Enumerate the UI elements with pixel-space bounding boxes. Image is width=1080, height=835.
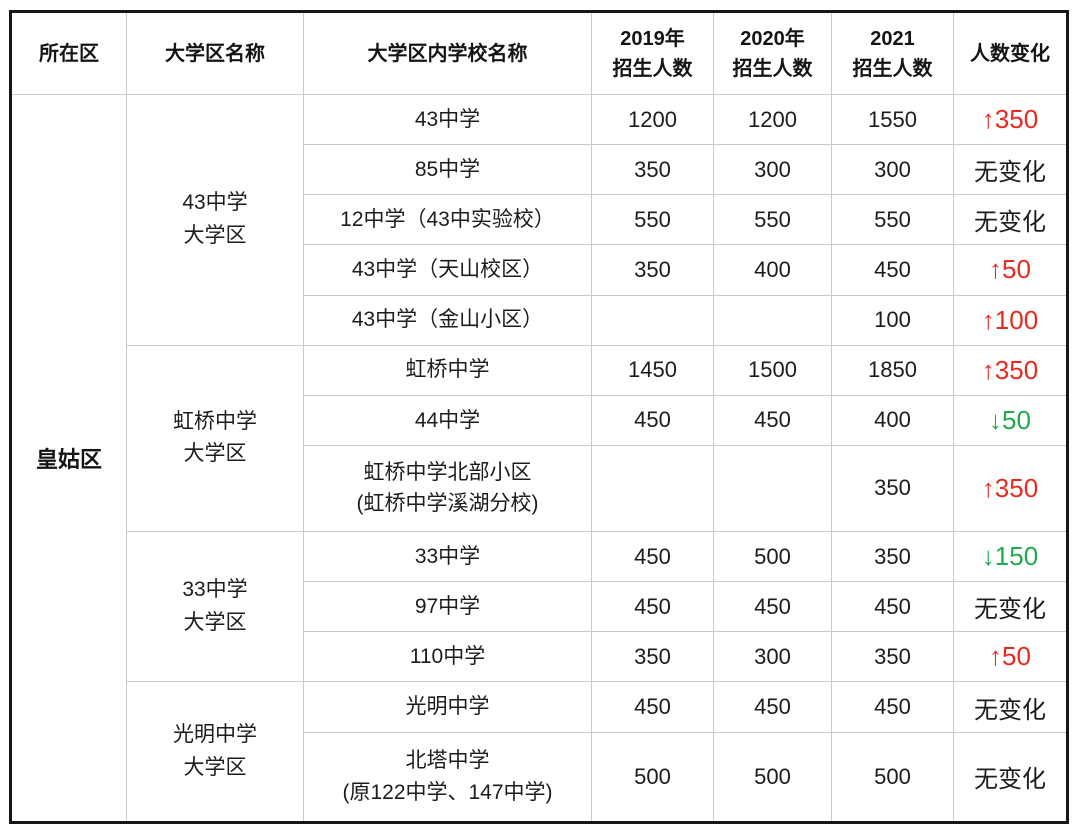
enrollment-2019-cell: 1200 xyxy=(591,93,714,146)
enrollment-2020-cell: 550 xyxy=(713,194,832,246)
change-cell: 无变化 xyxy=(953,731,1068,824)
enrollment-2020-cell: 450 xyxy=(713,681,832,733)
enrollment-2021-cell: 550 xyxy=(831,194,954,246)
change-cell: ↑100 xyxy=(953,294,1068,346)
school-cell: 12中学（43中实验校） xyxy=(303,194,592,246)
group-cell-43: 43中学 大学区 xyxy=(126,94,304,346)
header-2021: 2021 招生人数 xyxy=(831,11,954,95)
enrollment-2020-cell xyxy=(713,444,832,533)
school-cell: 97中学 xyxy=(303,581,592,633)
enrollment-2020-cell: 300 xyxy=(713,631,832,683)
header-change: 人数变化 xyxy=(953,11,1068,95)
enrollment-2019-cell: 500 xyxy=(591,731,714,824)
school-cell: 虹桥中学 xyxy=(303,344,592,396)
enrollment-2021-cell: 450 xyxy=(831,681,954,733)
header-district: 所在区 xyxy=(10,11,127,95)
enrollment-2021-cell: 300 xyxy=(831,144,954,196)
enrollment-2020-cell: 1500 xyxy=(713,344,832,396)
school-cell: 43中学 xyxy=(303,93,592,146)
school-cell: 光明中学 xyxy=(303,681,592,733)
enrollment-2021-cell: 450 xyxy=(831,581,954,633)
change-cell: ↑50 xyxy=(953,631,1068,683)
school-cell: 110中学 xyxy=(303,631,592,683)
enrollment-2021-cell: 450 xyxy=(831,244,954,296)
change-cell: ↑350 xyxy=(953,93,1068,146)
group-cell-guangming: 光明中学 大学区 xyxy=(126,681,304,823)
enrollment-2020-cell: 300 xyxy=(713,144,832,196)
enrollment-2021-cell: 500 xyxy=(831,731,954,824)
school-cell: 44中学 xyxy=(303,394,592,446)
change-cell: ↓150 xyxy=(953,531,1068,583)
header-group: 大学区名称 xyxy=(126,11,304,95)
change-cell: 无变化 xyxy=(953,194,1068,246)
table-row: 光明中学 大学区 光明中学 450 450 450 无变化 xyxy=(11,681,1068,823)
school-cell: 43中学（天山校区） xyxy=(303,244,592,296)
enrollment-2019-cell: 450 xyxy=(591,581,714,633)
change-cell: ↓50 xyxy=(953,394,1068,446)
school-cell: 北塔中学 (原122中学、147中学) xyxy=(303,731,592,824)
enrollment-2021-cell: 100 xyxy=(831,294,954,346)
table-row: 43中学（金山小区） 100 ↑100 xyxy=(11,294,1068,346)
school-cell: 85中学 xyxy=(303,144,592,196)
group-cell-33: 33中学 大学区 xyxy=(126,531,304,683)
table-row: 85中学 350 300 300 无变化 xyxy=(11,144,1068,196)
enrollment-2021-cell: 1550 xyxy=(831,93,954,146)
change-cell: ↑50 xyxy=(953,244,1068,296)
change-cell: 无变化 xyxy=(953,681,1068,733)
enrollment-2021-cell: 350 xyxy=(831,531,954,583)
enrollment-2021-cell: 400 xyxy=(831,394,954,446)
enrollment-2020-cell: 500 xyxy=(713,731,832,824)
enrollment-2019-cell: 450 xyxy=(591,681,714,733)
enrollment-2020-cell xyxy=(713,294,832,346)
change-cell: 无变化 xyxy=(953,144,1068,196)
enrollment-table: 所在区 大学区名称 大学区内学校名称 2019年 招生人数 2020年 招生人数… xyxy=(9,10,1069,824)
change-cell: 无变化 xyxy=(953,581,1068,633)
table-row: 虹桥中学北部小区 (虹桥中学溪湖分校) 350 ↑350 xyxy=(11,444,1068,533)
enrollment-2020-cell: 1200 xyxy=(713,93,832,146)
table-row: 皇姑区 43中学 大学区 43中学 1200 1200 1550 ↑350 xyxy=(10,93,1068,823)
school-cell: 虹桥中学北部小区 (虹桥中学溪湖分校) xyxy=(303,444,592,533)
change-cell: ↑350 xyxy=(953,444,1068,533)
group-cell-hongqiao: 虹桥中学 大学区 xyxy=(126,344,304,533)
enrollment-2021-cell: 1850 xyxy=(831,344,954,396)
district-cell: 皇姑区 xyxy=(10,94,127,823)
enrollment-2021-cell: 350 xyxy=(831,631,954,683)
table-row: 97中学 450 450 450 无变化 xyxy=(11,581,1068,633)
table-row: 12中学（43中实验校） 550 550 550 无变化 xyxy=(11,194,1068,246)
enrollment-2020-cell: 450 xyxy=(713,581,832,633)
enrollment-2020-cell: 450 xyxy=(713,394,832,446)
enrollment-2019-cell xyxy=(591,444,714,533)
table-row: 43中学（天山校区） 350 400 450 ↑50 xyxy=(11,244,1068,296)
enrollment-2019-cell: 1450 xyxy=(591,344,714,396)
header-2020: 2020年 招生人数 xyxy=(713,11,832,95)
table-row: 北塔中学 (原122中学、147中学) 500 500 500 无变化 xyxy=(11,731,1068,824)
enrollment-2021-cell: 350 xyxy=(831,444,954,533)
enrollment-2019-cell: 450 xyxy=(591,394,714,446)
enrollment-2020-cell: 400 xyxy=(713,244,832,296)
enrollment-2019-cell: 550 xyxy=(591,194,714,246)
school-cell: 43中学（金山小区） xyxy=(303,294,592,346)
enrollment-2020-cell: 500 xyxy=(713,531,832,583)
table-row: 33中学 大学区 33中学 450 500 350 ↓150 xyxy=(11,531,1068,683)
change-cell: ↑350 xyxy=(953,344,1068,396)
enrollment-2019-cell xyxy=(591,294,714,346)
header-school: 大学区内学校名称 xyxy=(303,11,592,95)
school-cell: 33中学 xyxy=(303,531,592,583)
header-row: 所在区 大学区名称 大学区内学校名称 2019年 招生人数 2020年 招生人数… xyxy=(10,11,1068,95)
table-row: 虹桥中学 大学区 虹桥中学 1450 1500 1850 ↑350 xyxy=(11,344,1068,533)
enrollment-2019-cell: 350 xyxy=(591,631,714,683)
enrollment-2019-cell: 450 xyxy=(591,531,714,583)
header-2019: 2019年 招生人数 xyxy=(591,11,714,95)
enrollment-2019-cell: 350 xyxy=(591,244,714,296)
enrollment-2019-cell: 350 xyxy=(591,144,714,196)
